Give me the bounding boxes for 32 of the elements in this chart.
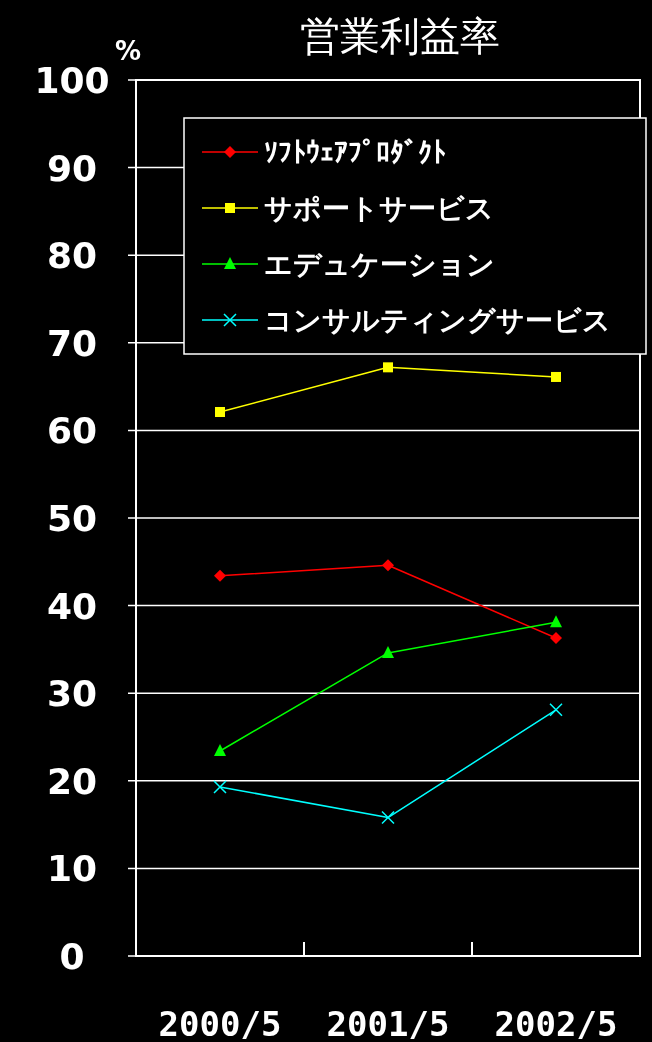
y-tick-label: 30: [46, 673, 98, 715]
x-tick-label: 2000/5: [158, 1004, 282, 1042]
y-tick-label: 20: [46, 760, 98, 802]
y-tick-label: 100: [34, 60, 110, 101]
point: [551, 371, 561, 382]
y-tick-label: 0: [59, 936, 85, 977]
y-tick-label: 50: [46, 498, 98, 539]
point: [382, 559, 394, 572]
point: [214, 569, 226, 582]
point: [550, 632, 562, 645]
point: [383, 362, 393, 373]
y-axis-title: %: [114, 36, 142, 66]
point: [381, 810, 395, 825]
legend-label: サポートサービス: [264, 192, 494, 225]
y-tick-label: 90: [46, 147, 98, 189]
point: [215, 407, 225, 417]
point: [213, 780, 227, 794]
point: [382, 645, 394, 658]
point: [549, 703, 563, 717]
y-tick-label: 70: [46, 322, 98, 364]
chart-title: 営業利益率: [300, 13, 500, 59]
legend-label: エデュケーション: [264, 248, 495, 281]
y-tick-label: 60: [46, 410, 98, 452]
y-tick-label: 10: [46, 848, 98, 890]
y-tick-label: 80: [46, 235, 98, 277]
point: [214, 744, 226, 757]
y-tick-label: 40: [46, 585, 98, 627]
legend-label: コンサルティングサービス: [264, 304, 611, 337]
x-tick-label: 2002/5: [494, 1004, 618, 1042]
legend-label: ｿﾌﾄｳｪｱﾌﾟﾛﾀﾞｸﾄ: [264, 136, 446, 169]
point: [550, 615, 562, 628]
x-tick-label: 2001/5: [326, 1004, 450, 1042]
